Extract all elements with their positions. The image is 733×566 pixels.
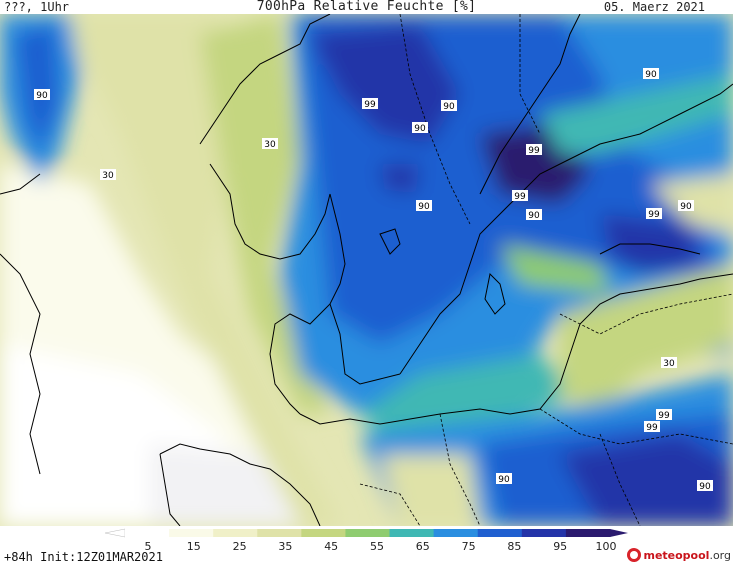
contour-label: 99 [646, 208, 662, 220]
forecast-date: 05. Maerz 2021 [603, 0, 705, 14]
svg-text:30: 30 [264, 140, 276, 150]
logo-tld: .org [709, 548, 731, 562]
svg-text:90: 90 [36, 91, 48, 101]
svg-text:99: 99 [658, 411, 670, 421]
colorbar-segment [477, 529, 523, 537]
map-title: 700hPa Relative Feuchte [%] [256, 0, 477, 14]
svg-text:99: 99 [646, 423, 658, 433]
colorbar-tick-label: 65 [415, 540, 430, 553]
colorbar-segment [345, 529, 391, 537]
logo-icon [627, 548, 642, 562]
svg-text:90: 90 [699, 482, 711, 492]
run-info: +84h Init:12Z01MAR2021 [4, 550, 163, 564]
colorbar-segments [125, 529, 611, 537]
contour-label: 90 [496, 473, 512, 485]
colorbar-min-arrow [104, 528, 126, 538]
svg-text:90: 90 [414, 124, 426, 134]
colorbar-max-arrow [610, 529, 628, 537]
svg-text:90: 90 [443, 102, 455, 112]
colorbar-segment [301, 529, 346, 537]
svg-text:99: 99 [648, 210, 660, 220]
svg-text:99: 99 [364, 100, 376, 110]
contour-label: 90 [643, 68, 659, 80]
colorbar-segment [521, 529, 567, 537]
svg-text:30: 30 [663, 359, 675, 369]
colorbar [104, 528, 628, 538]
contour-label: 99 [526, 144, 542, 156]
colorbar-segment [213, 529, 258, 537]
svg-text:30: 30 [102, 171, 114, 181]
contour-label: 99 [644, 421, 660, 433]
contour-label: 30 [262, 138, 278, 150]
colorbar-tick-label: 15 [186, 540, 201, 553]
contour-label: 90 [678, 200, 694, 212]
contour-label: 90 [34, 89, 50, 101]
colorbar-tick-label: 45 [324, 540, 339, 553]
map-canvas: 90 30 99 90 90 90 99 99 90 99 90 90 30 3… [0, 14, 733, 526]
contour-label: 90 [441, 100, 457, 112]
svg-text:90: 90 [645, 70, 657, 80]
colorbar-segment [257, 529, 302, 537]
colorbar-tick-label: 25 [232, 540, 247, 553]
coastlines [0, 14, 733, 526]
colorbar-tick-label: 55 [370, 540, 384, 553]
footer-bar [0, 526, 733, 566]
colorbar-tick-label: 35 [278, 540, 293, 553]
svg-text:90: 90 [680, 202, 692, 212]
colorbar-tick-labels: 5 15 25 35 45 55 65 75 85 95 100 [0, 540, 733, 554]
contour-label: 30 [100, 169, 116, 181]
borders [359, 14, 733, 526]
contour-label: 90 [697, 480, 713, 492]
colorbar-segment [125, 529, 170, 537]
svg-text:90: 90 [418, 202, 430, 212]
humidity-map: 90 30 99 90 90 90 99 99 90 99 90 90 30 3… [0, 14, 733, 526]
colorbar-segment [389, 529, 435, 537]
colorbar-tick-label: 95 [553, 540, 568, 553]
contour-label: 99 [362, 98, 378, 110]
svg-text:99: 99 [514, 192, 526, 202]
svg-text:90: 90 [498, 475, 510, 485]
colorbar-tick-label: 100 [595, 540, 617, 553]
contour-label: 99 [656, 409, 672, 421]
colorbar-segment [433, 529, 479, 537]
contour-label: 30 [661, 357, 677, 369]
contour-label: 90 [416, 200, 432, 212]
contour-labels: 90 30 99 90 90 90 99 99 90 99 90 90 30 3… [34, 68, 713, 492]
logo-text: meteopool [643, 548, 710, 562]
colorbar-segment [565, 529, 611, 537]
colorbar-tick-label: 75 [461, 540, 476, 553]
colorbar-segment [169, 529, 214, 537]
contour-label: 90 [412, 122, 428, 134]
colorbar-tick-label: 85 [507, 540, 522, 553]
contour-label: 99 [512, 190, 528, 202]
header-bar: ???, 1Uhr 700hPa Relative Feuchte [%] 05… [0, 0, 733, 14]
forecast-time-label: ???, 1Uhr [4, 0, 70, 14]
colorbar-tick-label: 5 [144, 540, 152, 553]
svg-text:90: 90 [528, 211, 540, 221]
svg-text:99: 99 [528, 146, 540, 156]
contour-label: 90 [526, 209, 542, 221]
meteopool-logo[interactable]: meteopool .org [627, 546, 731, 564]
